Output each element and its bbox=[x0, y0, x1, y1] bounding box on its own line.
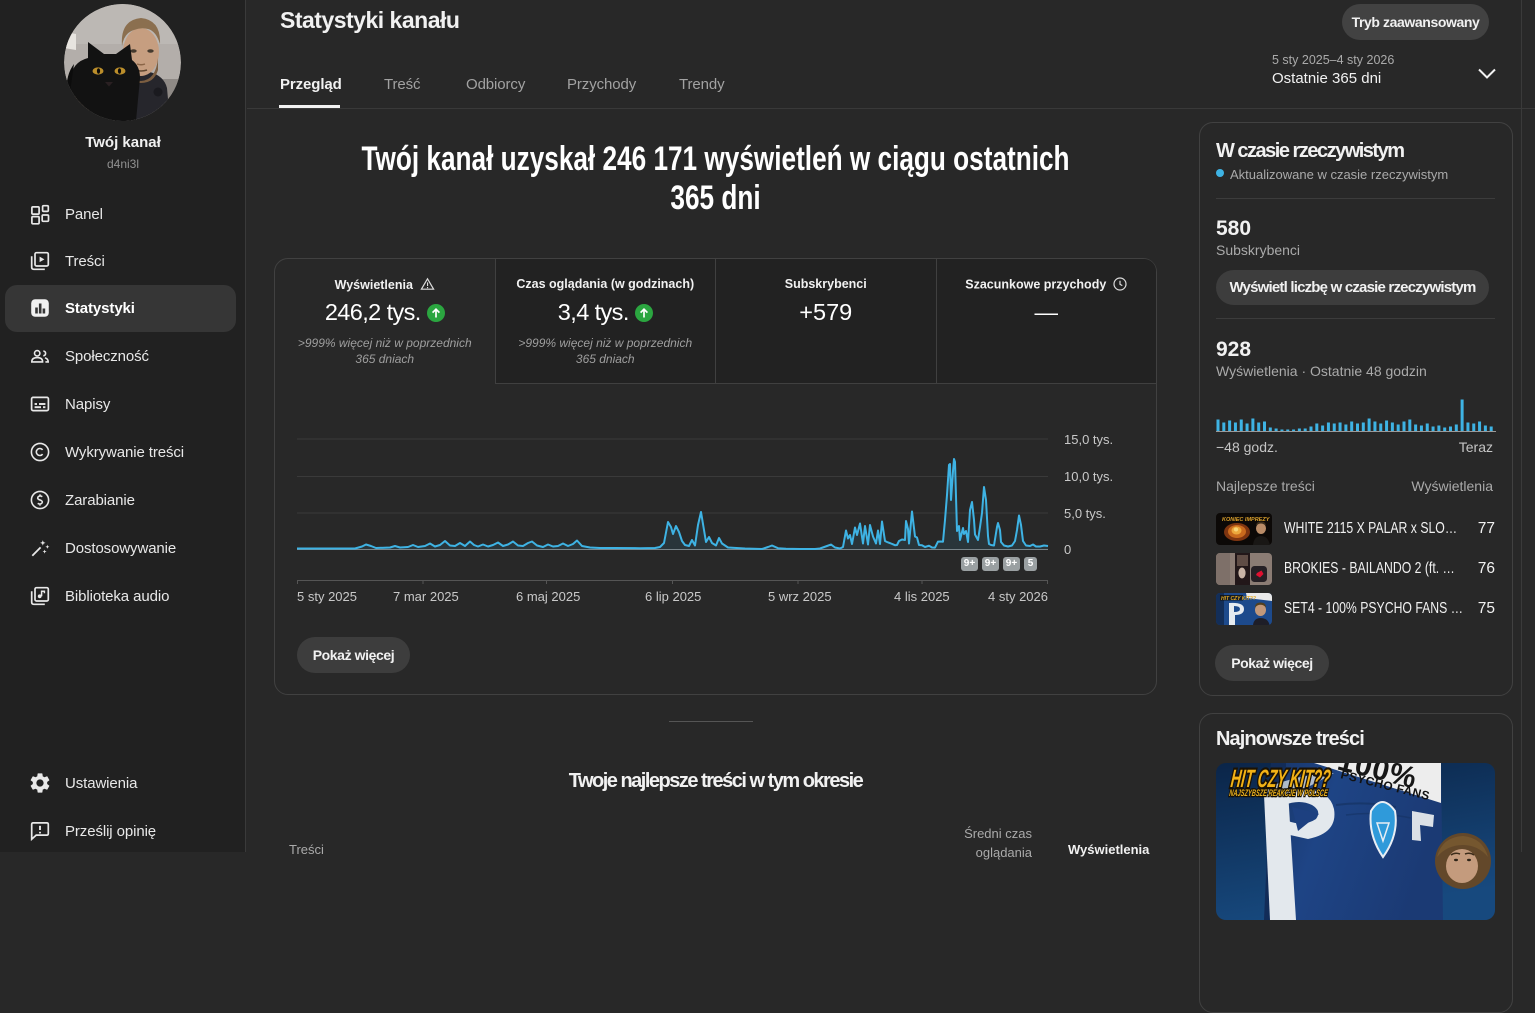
svg-text:HIT CZY KIT??: HIT CZY KIT?? bbox=[1221, 596, 1256, 602]
svg-text:NAJSZYBSZE REAKCJE W POLSCE: NAJSZYBSZE REAKCJE W POLSCE bbox=[1229, 788, 1329, 799]
svg-text:KONIEC IMPREZY: KONIEC IMPREZY bbox=[1222, 517, 1271, 523]
svg-text:HIT CZY KIT??: HIT CZY KIT?? bbox=[1229, 765, 1332, 793]
